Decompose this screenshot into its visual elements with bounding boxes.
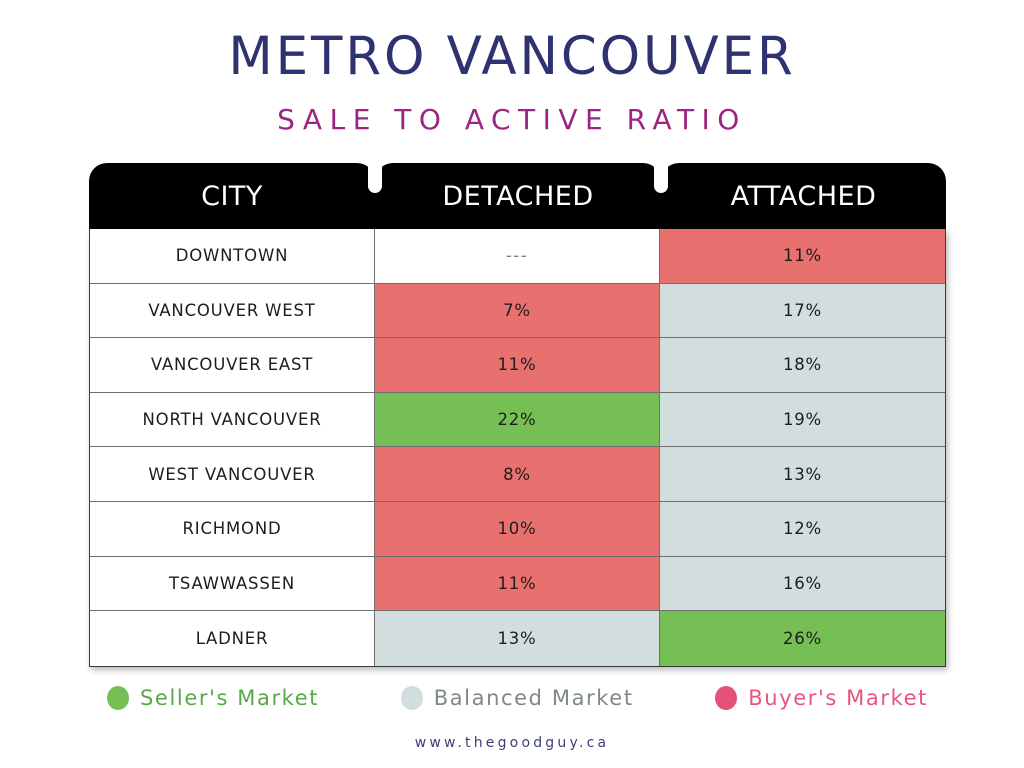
table-row: LADNER 13% 26% (90, 611, 945, 666)
cell-city: VANCOUVER EAST (90, 338, 375, 392)
cell-detached: --- (375, 229, 660, 283)
header-separator-notch (368, 163, 382, 193)
table-row: RICHMOND 10% 12% (90, 501, 945, 557)
legend-label: Seller's Market (140, 686, 320, 710)
cell-city: RICHMOND (90, 501, 375, 556)
legend-item: Balanced Market (400, 686, 634, 710)
cell-detached: 11% (375, 556, 660, 611)
legend-item: Seller's Market (107, 686, 319, 710)
table-header-row: CITY DETACHED ATTACHED (89, 163, 946, 229)
column-header-attached: ATTACHED (661, 163, 946, 229)
table-row: VANCOUVER WEST 7% 17% (90, 283, 945, 339)
column-header-detached: DETACHED (375, 163, 661, 229)
table-row: TSAWWASSEN 11% 16% (90, 556, 945, 612)
table-row: DOWNTOWN --- 11% (90, 229, 945, 284)
table-row: NORTH VANCOUVER 22% 19% (90, 392, 945, 448)
cell-attached: 17% (660, 283, 945, 338)
table-body: DOWNTOWN --- 11% VANCOUVER WEST 7% 17% VANCOUV… (89, 229, 946, 667)
cell-attached: 26% (660, 611, 945, 666)
cell-city: NORTH VANCOUVER (90, 392, 375, 447)
cell-attached: 18% (660, 338, 945, 392)
legend-label: Balanced Market (433, 686, 634, 710)
legend: Seller's Market Balanced Market Buyer's Ma… (89, 686, 946, 710)
table-row: WEST VANCOUVER 8% 13% (90, 447, 945, 502)
cell-city: VANCOUVER WEST (90, 283, 375, 338)
legend-item: Buyer's Market (715, 686, 928, 710)
cell-city: DOWNTOWN (90, 229, 375, 283)
legend-color-dot-icon (400, 686, 423, 710)
cell-detached: 22% (375, 392, 660, 447)
cell-detached: 11% (375, 338, 660, 392)
page-subtitle: SALE TO ACTIVE RATIO (277, 103, 747, 136)
footer-website-url: www.thegoodguy.ca (414, 735, 610, 751)
cell-detached: 10% (375, 501, 660, 556)
cell-attached: 12% (660, 501, 945, 556)
legend-label: Buyer's Market (748, 686, 928, 710)
cell-attached: 11% (660, 229, 945, 283)
sale-to-active-ratio-table: CITY DETACHED ATTACHED DOWNTOWN --- 11% VAN… (89, 163, 946, 667)
cell-city: TSAWWASSEN (90, 556, 375, 611)
cell-attached: 16% (660, 556, 945, 611)
header-separator-notch (654, 163, 668, 193)
cell-detached: 7% (375, 283, 660, 338)
table-row: VANCOUVER EAST 11% 18% (90, 338, 945, 393)
cell-detached: 13% (375, 611, 660, 666)
legend-color-dot-icon (715, 686, 738, 710)
cell-attached: 13% (660, 447, 945, 501)
cell-city: LADNER (90, 611, 375, 666)
page-title: METRO VANCOUVER (228, 26, 796, 87)
cell-city: WEST VANCOUVER (90, 447, 375, 501)
column-header-city: CITY (89, 163, 375, 229)
legend-color-dot-icon (107, 686, 129, 710)
cell-attached: 19% (660, 392, 945, 447)
cell-detached: 8% (375, 447, 660, 501)
title-block: METRO VANCOUVER SALE TO ACTIVE RATIO (0, 0, 1024, 136)
